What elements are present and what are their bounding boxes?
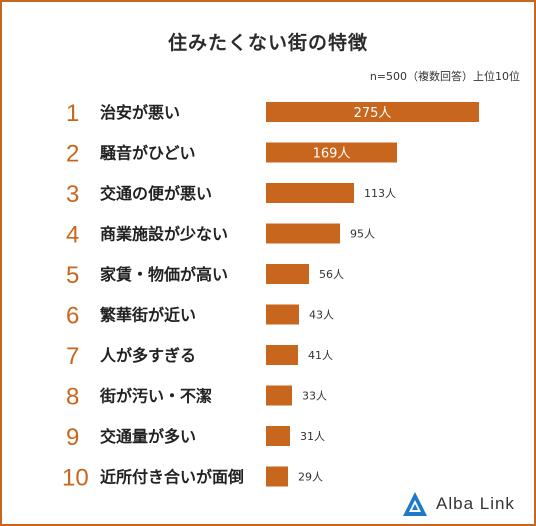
rank-number: 6 — [66, 303, 79, 330]
bar — [266, 426, 290, 446]
category-label: 人が多すぎる — [100, 346, 196, 365]
bar — [266, 223, 340, 244]
chart-title: 住みたくない街の特徴 — [167, 32, 368, 54]
value-label: 95人 — [350, 228, 375, 241]
rank-number: 2 — [66, 141, 79, 168]
category-label: 街が汚い・不潔 — [99, 387, 212, 406]
bar — [266, 304, 299, 325]
category-label: 騒音がひどい — [99, 144, 196, 163]
sample-note: n=500（複数回答）上位10位 — [369, 70, 520, 83]
category-label: 商業施設が少ない — [100, 225, 228, 244]
value-label: 41人 — [308, 349, 333, 362]
brand-logo: Alba Link — [402, 489, 515, 519]
value-label: 33人 — [302, 390, 327, 403]
brand-name: Alba Link — [436, 494, 515, 513]
category-label: 家賃・物価が高い — [100, 265, 228, 284]
rank-number: 8 — [66, 384, 79, 411]
bar — [266, 183, 354, 203]
bar — [266, 385, 292, 406]
value-label: 43人 — [309, 309, 334, 322]
value-label: 56人 — [319, 268, 344, 281]
category-label: 治安が悪い — [100, 103, 180, 122]
rank-number: 9 — [66, 424, 79, 451]
bar — [266, 466, 288, 487]
rank-number: 1 — [66, 100, 79, 127]
rank-number: 3 — [66, 181, 79, 208]
category-label: 繁華街が近い — [99, 306, 196, 325]
rank-number: 5 — [66, 262, 79, 289]
bar — [266, 142, 397, 163]
bar — [266, 264, 309, 284]
value-label: 31人 — [300, 430, 325, 443]
rank-number: 7 — [66, 343, 79, 370]
value-label: 169人 — [313, 147, 351, 162]
value-label: 275人 — [354, 106, 392, 121]
category-label: 交通量が多い — [100, 427, 196, 446]
triangle-logo-icon — [403, 492, 427, 516]
value-label: 113人 — [364, 187, 396, 200]
rank-number: 4 — [66, 222, 79, 249]
rank-number: 10 — [62, 465, 89, 492]
value-label: 29人 — [298, 471, 323, 484]
category-label: 交通の便が悪い — [100, 184, 212, 203]
bar — [266, 345, 298, 365]
bar — [266, 102, 479, 122]
category-label: 近所付き合いが面倒 — [100, 468, 244, 487]
